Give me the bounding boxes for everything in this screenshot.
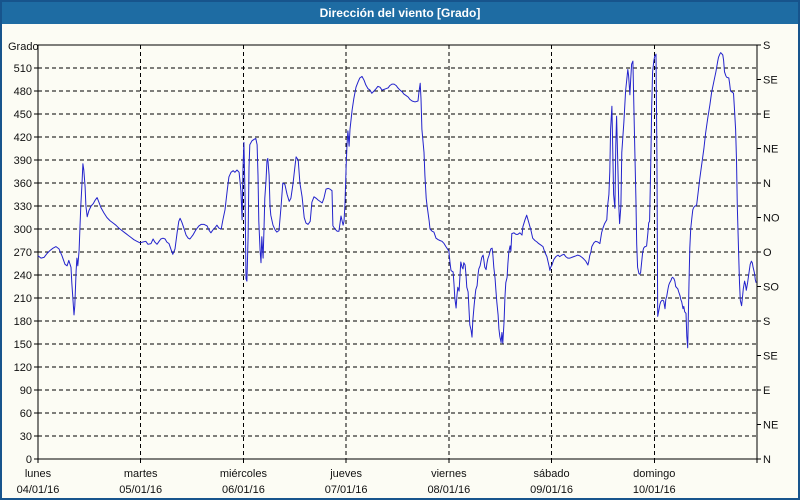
y-axis-tick-label: 420 [14, 132, 32, 144]
right-axis-tick-label: N [763, 178, 771, 190]
right-axis-tick-label: SO [763, 282, 779, 294]
right-axis-tick-label: NE [763, 420, 778, 432]
y-axis-tick-label: 450 [14, 109, 32, 121]
y-axis-tick-label: 180 [14, 316, 32, 328]
y-axis-tick-label: 210 [14, 293, 32, 305]
y-axis-tick-label: 240 [14, 270, 32, 282]
day-name-label: lunes [25, 468, 52, 480]
right-axis-tick-label: E [763, 385, 770, 397]
day-date-label: 10/01/16 [633, 484, 676, 496]
y-axis-tick-label: 510 [14, 63, 32, 75]
day-name-label: sábado [534, 468, 570, 480]
y-axis-tick-label: 0 [26, 454, 32, 466]
y-axis-tick-label: 360 [14, 178, 32, 190]
wind-direction-chart: 0 30 60 90 120 150 180 210 240 270 300 330 360 390 420… [2, 24, 798, 498]
right-axis-tick-label: NO [763, 213, 780, 225]
wind-direction-line [37, 52, 757, 349]
right-axis-tick-label: SE [763, 351, 778, 363]
y-axis-tick-label: 120 [14, 362, 32, 374]
y-axis-tick-label: 300 [14, 224, 32, 236]
day-name-label: miércoles [220, 468, 268, 480]
day-date-label: 04/01/16 [17, 484, 60, 496]
y-axis-tick-label: 390 [14, 155, 32, 167]
y-axis-tick-label: 60 [20, 408, 32, 420]
right-axis-tick-label: NE [763, 144, 778, 156]
y-axis-tick-label: 30 [20, 431, 32, 443]
plot-border [37, 44, 758, 460]
day-name-label: jueves [329, 468, 362, 480]
day-name-label: domingo [633, 468, 675, 480]
y-axis-tick-label: 480 [14, 86, 32, 98]
y-axis-tick-label: 150 [14, 339, 32, 351]
right-axis-tick-label: SE [763, 75, 778, 87]
y-axis-title: Grado [8, 41, 39, 53]
day-name-label: viernes [431, 468, 467, 480]
right-axis-tick-label: E [763, 109, 770, 121]
day-date-label: 08/01/16 [427, 484, 470, 496]
day-date-label: 09/01/16 [530, 484, 573, 496]
y-axis-tick-label: 270 [14, 247, 32, 259]
right-axis-tick-label: N [763, 454, 771, 466]
right-axis-tick-label: O [763, 247, 772, 259]
y-axis-tick-label: 330 [14, 201, 32, 213]
y-axis-tick-label: 90 [20, 385, 32, 397]
day-name-label: martes [124, 468, 158, 480]
chart-canvas: 0 30 60 90 120 150 180 210 240 270 300 330 360 390 420… [8, 40, 780, 496]
window-title: Dirección del viento [Grado] [2, 2, 798, 24]
day-date-label: 06/01/16 [222, 484, 265, 496]
day-date-label: 05/01/16 [119, 484, 162, 496]
day-date-label: 07/01/16 [325, 484, 368, 496]
right-axis-tick-label: S [763, 40, 770, 52]
right-axis-tick-label: S [763, 316, 770, 328]
